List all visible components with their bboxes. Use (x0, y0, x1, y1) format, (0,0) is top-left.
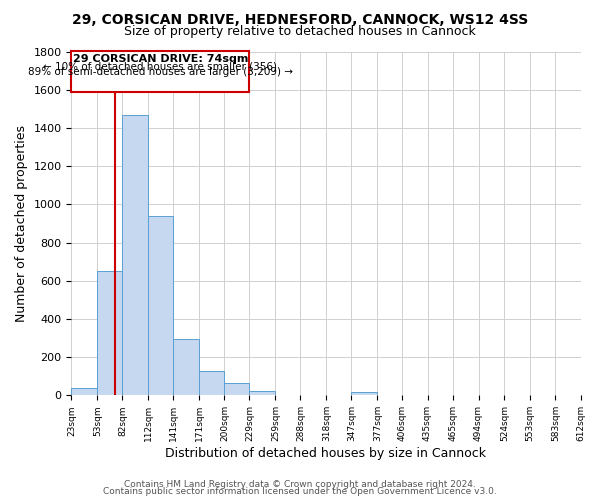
X-axis label: Distribution of detached houses by size in Cannock: Distribution of detached houses by size … (166, 447, 487, 460)
Text: Contains public sector information licensed under the Open Government Licence v3: Contains public sector information licen… (103, 487, 497, 496)
Bar (173, 339, 199, 396)
Text: 29 CORSICAN DRIVE: 74sqm: 29 CORSICAN DRIVE: 74sqm (73, 54, 248, 64)
Bar (97, 271, 122, 396)
Bar (71, 52, 250, 92)
Bar (148, 216, 173, 396)
Bar (224, 383, 250, 396)
Text: ← 10% of detached houses are smaller (356): ← 10% of detached houses are smaller (35… (43, 62, 277, 72)
Text: Contains HM Land Registry data © Crown copyright and database right 2024.: Contains HM Land Registry data © Crown c… (124, 480, 476, 489)
Text: 29, CORSICAN DRIVE, HEDNESFORD, CANNOCK, WS12 4SS: 29, CORSICAN DRIVE, HEDNESFORD, CANNOCK,… (72, 12, 528, 26)
Bar (199, 370, 224, 396)
Y-axis label: Number of detached properties: Number of detached properties (15, 125, 28, 322)
Text: Size of property relative to detached houses in Cannock: Size of property relative to detached ho… (124, 25, 476, 38)
Text: 89% of semi-detached houses are larger (3,209) →: 89% of semi-detached houses are larger (… (28, 67, 293, 77)
Bar (352, 392, 377, 396)
Bar (122, 114, 148, 396)
Bar (71, 388, 97, 396)
Bar (250, 391, 275, 396)
